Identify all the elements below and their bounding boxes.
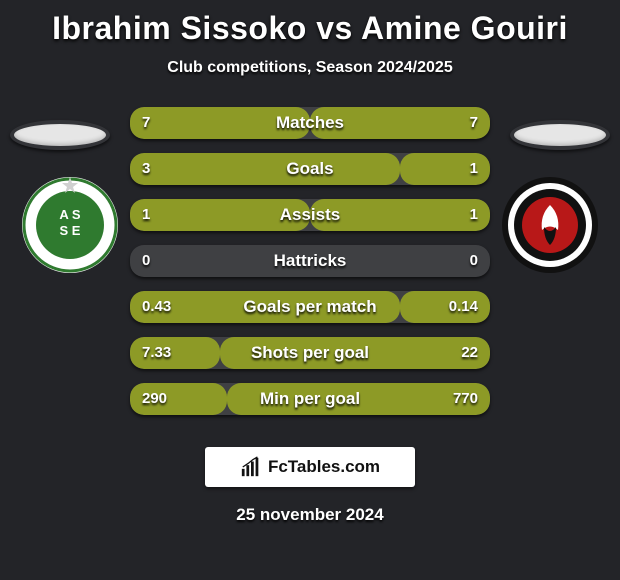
season-subtitle: Club competitions, Season 2024/2025 [0, 59, 620, 77]
stat-label: Min per goal [130, 383, 490, 415]
stat-row: 0.430.14Goals per match [130, 291, 490, 323]
stat-row: 77Matches [130, 107, 490, 139]
chart-icon [240, 456, 262, 478]
stat-label: Shots per goal [130, 337, 490, 369]
stat-row: 7.3322Shots per goal [130, 337, 490, 369]
stat-label: Assists [130, 199, 490, 231]
stat-row: 11Assists [130, 199, 490, 231]
stat-label: Matches [130, 107, 490, 139]
fctables-watermark: FcTables.com [205, 447, 415, 487]
snapshot-date: 25 november 2024 [0, 505, 620, 525]
page-title: Ibrahim Sissoko vs Amine Gouiri [0, 0, 620, 47]
stat-row: 31Goals [130, 153, 490, 185]
stat-row: 290770Min per goal [130, 383, 490, 415]
stat-row: 00Hattricks [130, 245, 490, 277]
stats-comparison-table: 77Matches 31Goals 11Assists 00Hattricks 0.43… [0, 107, 620, 437]
stat-label: Goals [130, 153, 490, 185]
stat-label: Hattricks [130, 245, 490, 277]
fctables-label: FcTables.com [268, 457, 380, 477]
stat-label: Goals per match [130, 291, 490, 323]
